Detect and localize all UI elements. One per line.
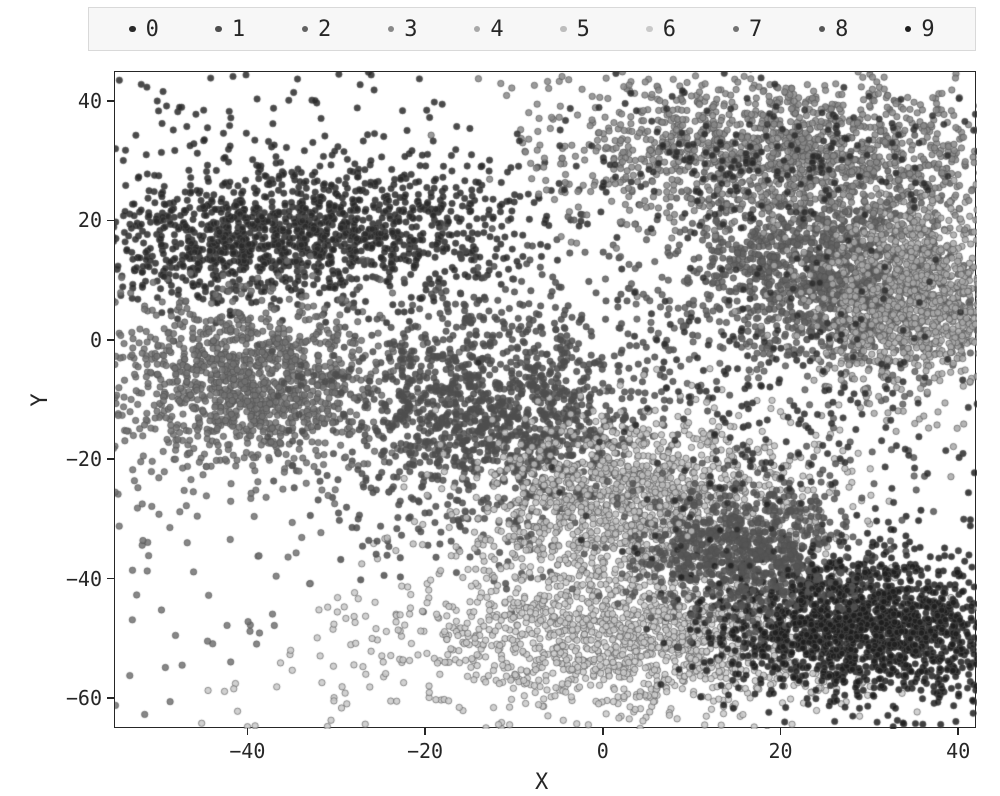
legend-item-4: 4 [474, 17, 504, 42]
y-tick-label: −40 [66, 567, 102, 591]
y-tick-mark [107, 578, 114, 580]
x-tick-label: 40 [946, 739, 970, 763]
legend-marker-icon [302, 26, 308, 32]
legend-label: 7 [749, 17, 762, 42]
legend-item-5: 5 [560, 17, 590, 42]
legend-label: 1 [232, 17, 245, 42]
legend-marker-icon [819, 26, 825, 32]
x-tick-mark [957, 728, 959, 735]
legend-marker-icon [905, 26, 911, 32]
legend-marker-icon [388, 26, 394, 32]
x-tick-label: 20 [768, 739, 792, 763]
legend-marker-icon [215, 26, 221, 32]
x-tick-mark [602, 728, 604, 735]
legend-item-7: 7 [733, 17, 763, 42]
figure: 0 1 2 3 4 5 6 7 8 9 X Y −40 −20 0 20 40 −60 −40 −20 0 20 40 [0, 0, 1000, 796]
legend-label: 9 [921, 17, 934, 42]
legend-marker-icon [129, 26, 135, 32]
y-tick-mark [107, 458, 114, 460]
legend-label: 6 [663, 17, 676, 42]
y-tick-mark [107, 220, 114, 222]
legend-label: 4 [490, 17, 503, 42]
y-tick-mark [107, 339, 114, 341]
legend-item-8: 8 [819, 17, 849, 42]
legend-item-6: 6 [646, 17, 676, 42]
legend-marker-icon [646, 26, 652, 32]
y-tick-label: 40 [78, 89, 102, 113]
legend-label: 2 [318, 17, 331, 42]
legend-label: 0 [146, 17, 159, 42]
x-tick-label: 0 [597, 739, 609, 763]
legend-marker-icon [474, 26, 480, 32]
y-tick-label: 20 [78, 208, 102, 232]
legend: 0 1 2 3 4 5 6 7 8 9 [88, 7, 976, 51]
x-axis-label: X [535, 770, 548, 795]
y-tick-label: −60 [66, 686, 102, 710]
legend-label: 5 [577, 17, 590, 42]
x-tick-label: −20 [407, 739, 443, 763]
legend-item-3: 3 [388, 17, 418, 42]
x-tick-mark [247, 728, 249, 735]
legend-item-1: 1 [215, 17, 245, 42]
scatter-plot [114, 71, 976, 728]
legend-label: 8 [835, 17, 848, 42]
legend-item-0: 0 [129, 17, 159, 42]
legend-item-2: 2 [302, 17, 332, 42]
x-tick-mark [424, 728, 426, 735]
y-tick-label: 0 [90, 328, 102, 352]
legend-label: 3 [404, 17, 417, 42]
scatter-canvas [115, 72, 977, 729]
y-tick-mark [107, 100, 114, 102]
y-axis-label: Y [28, 393, 53, 406]
legend-marker-icon [733, 26, 739, 32]
x-tick-mark [780, 728, 782, 735]
y-tick-mark [107, 697, 114, 699]
y-tick-label: −20 [66, 447, 102, 471]
legend-item-9: 9 [905, 17, 935, 42]
legend-marker-icon [560, 26, 566, 32]
x-tick-label: −40 [229, 739, 265, 763]
